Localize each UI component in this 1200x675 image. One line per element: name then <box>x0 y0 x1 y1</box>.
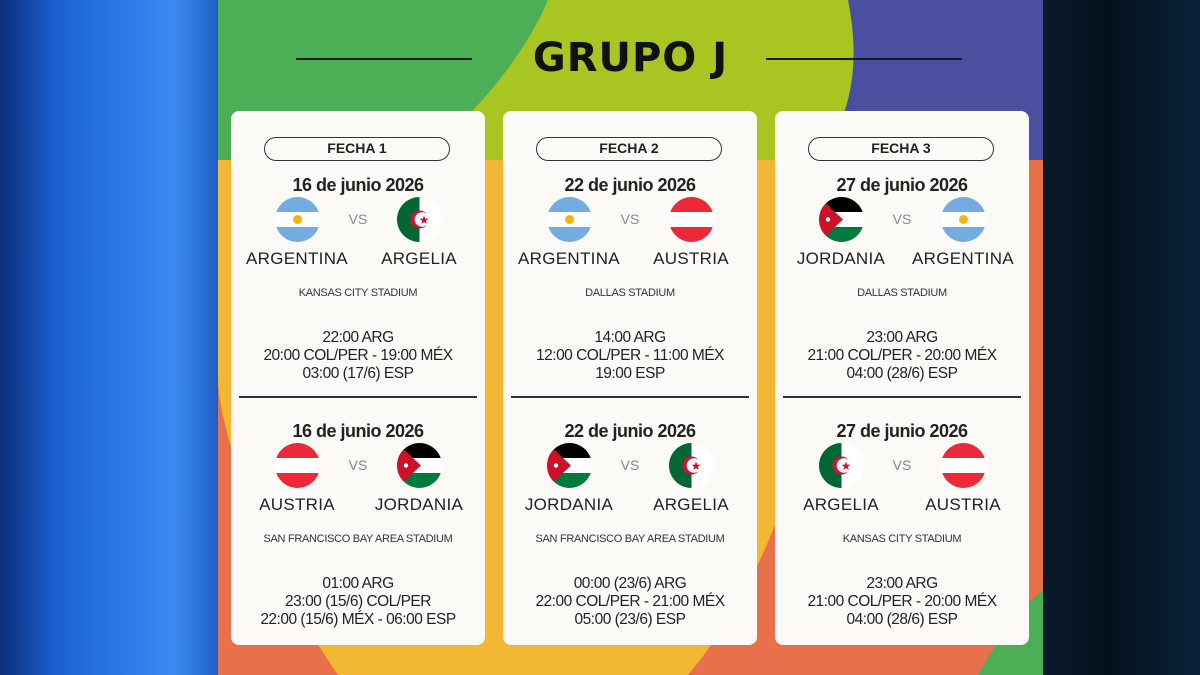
vs-label: VS <box>348 211 368 227</box>
kickoff-time: 22:00 COL/PER - 21:00 MÉX <box>535 593 725 610</box>
kickoff-times: 14:00 ARG 12:00 COL/PER - 11:00 MÉX 19:00 … <box>503 329 757 383</box>
kickoff-time: 12:00 COL/PER - 11:00 MÉX <box>536 347 724 364</box>
argentina-flag-icon <box>275 197 320 242</box>
match: 22 de junio 2026 VS JORDANIA ARGELIA SAN FRA… <box>503 421 757 641</box>
home-team: AUSTRIA <box>259 495 335 514</box>
match: 16 de junio 2026 VS ARGENTINA ARGELIA KANSAS… <box>231 175 485 395</box>
away-team: ARGELIA <box>381 249 457 268</box>
fecha-card: FECHA 3 27 de junio 2026 VS JORDANIA ARGENTI… <box>775 111 1029 645</box>
fecha-label: FECHA 3 <box>808 137 994 161</box>
fecha-card: FECHA 2 22 de junio 2026 VS ARGENTINA AUSTRI… <box>503 111 757 645</box>
page-title: GRUPO J <box>532 35 729 81</box>
stadium: DALLAS STADIUM <box>585 287 675 299</box>
match: 22 de junio 2026 VS ARGENTINA AUSTRIA DALLAS… <box>503 175 757 395</box>
kickoff-time: 19:00 ESP <box>595 365 665 382</box>
kickoff-times: 01:00 ARG 23:00 (15/6) COL/PER 22:00 (15/6… <box>231 575 485 629</box>
match-date: 16 de junio 2026 <box>292 175 424 195</box>
away-team: AUSTRIA <box>653 249 729 268</box>
fecha-card: FECHA 1 16 de junio 2026 VS ARGENTINA ARGELI… <box>231 111 485 645</box>
argentina-flag-icon <box>941 197 986 242</box>
match: 27 de junio 2026 VS JORDANIA ARGENTINA DALLA… <box>775 175 1029 395</box>
away-team: AUSTRIA <box>925 495 1001 514</box>
kickoff-time: 04:00 (28/6) ESP <box>846 365 958 382</box>
home-team: JORDANIA <box>524 495 614 514</box>
kickoff-time: 23:00 (15/6) COL/PER <box>285 593 431 610</box>
match: 27 de junio 2026 VS ARGELIA AUSTRIA KANSAS C… <box>775 421 1029 641</box>
fecha-label: FECHA 1 <box>264 137 450 161</box>
match-date: 22 de junio 2026 <box>564 421 696 441</box>
jordan-flag-icon <box>819 197 864 242</box>
stadium: DALLAS STADIUM <box>857 287 947 299</box>
match-divider <box>511 396 749 398</box>
kickoff-time: 21:00 COL/PER - 20:00 MÉX <box>807 347 997 364</box>
match-date: 27 de junio 2026 <box>836 421 968 441</box>
home-team: JORDANIA <box>796 249 886 268</box>
vs-label: VS <box>620 211 640 227</box>
dark-background-right <box>1043 0 1200 675</box>
home-team: ARGENTINA <box>246 249 348 268</box>
home-team: ARGELIA <box>803 495 879 514</box>
vs-label: VS <box>892 211 912 227</box>
austria-flag-icon <box>941 443 986 488</box>
match-divider <box>239 396 477 398</box>
title-line-right <box>766 58 962 60</box>
title-row: GRUPO J <box>218 30 1043 86</box>
argentina-flag-icon <box>547 197 592 242</box>
home-team: ARGENTINA <box>518 249 620 268</box>
kickoff-time: 23:00 ARG <box>866 575 938 592</box>
algeria-flag-icon <box>669 443 714 488</box>
match-date: 22 de junio 2026 <box>564 175 696 195</box>
away-team: ARGENTINA <box>912 249 1014 268</box>
kickoff-time: 00:00 (23/6) ARG <box>573 575 687 592</box>
kickoff-time: 20:00 COL/PER - 19:00 MÉX <box>263 347 453 364</box>
kickoff-times: 23:00 ARG 21:00 COL/PER - 20:00 MÉX 04:00 … <box>775 575 1029 629</box>
vs-label: VS <box>348 457 368 473</box>
stadium: SAN FRANCISCO BAY AREA STADIUM <box>535 533 725 545</box>
kickoff-time: 03:00 (17/6) ESP <box>302 365 414 382</box>
jordan-flag-icon <box>397 443 442 488</box>
title-line-left <box>296 58 472 60</box>
kickoff-times: 22:00 ARG 20:00 COL/PER - 19:00 MÉX 03:00 … <box>231 329 485 383</box>
away-team: JORDANIA <box>374 495 464 514</box>
kickoff-time: 05:00 (23/6) ESP <box>574 611 686 628</box>
match-date: 16 de junio 2026 <box>292 421 424 441</box>
algeria-flag-icon <box>819 443 864 488</box>
match-divider <box>783 396 1021 398</box>
algeria-flag-icon <box>397 197 442 242</box>
kickoff-time: 22:00 (15/6) MÉX - 06:00 ESP <box>260 611 456 628</box>
jordan-flag-icon <box>547 443 592 488</box>
kickoff-times: 00:00 (23/6) ARG 22:00 COL/PER - 21:00 MÉ… <box>503 575 757 629</box>
kickoff-time: 01:00 ARG <box>322 575 394 592</box>
austria-flag-icon <box>275 443 320 488</box>
away-team: ARGELIA <box>653 495 729 514</box>
match: 16 de junio 2026 VS AUSTRIA JORDANIA SAN FRA… <box>231 421 485 641</box>
group-j-poster: GRUPO J FECHA 1 16 de junio 2026 VS ARGENTI… <box>218 0 1043 675</box>
stadium: SAN FRANCISCO BAY AREA STADIUM <box>263 533 453 545</box>
stadium: KANSAS CITY STADIUM <box>842 533 962 545</box>
stadium: KANSAS CITY STADIUM <box>298 287 418 299</box>
fecha-label: FECHA 2 <box>536 137 722 161</box>
kickoff-times: 23:00 ARG 21:00 COL/PER - 20:00 MÉX 04:00 … <box>775 329 1029 383</box>
kickoff-time: 22:00 ARG <box>322 329 394 346</box>
kickoff-time: 21:00 COL/PER - 20:00 MÉX <box>807 593 997 610</box>
kickoff-time: 14:00 ARG <box>594 329 666 346</box>
austria-flag-icon <box>669 197 714 242</box>
vs-label: VS <box>620 457 640 473</box>
blurred-background-left <box>0 0 218 675</box>
kickoff-time: 23:00 ARG <box>866 329 938 346</box>
kickoff-time: 04:00 (28/6) ESP <box>846 611 958 628</box>
match-date: 27 de junio 2026 <box>836 175 968 195</box>
vs-label: VS <box>892 457 912 473</box>
